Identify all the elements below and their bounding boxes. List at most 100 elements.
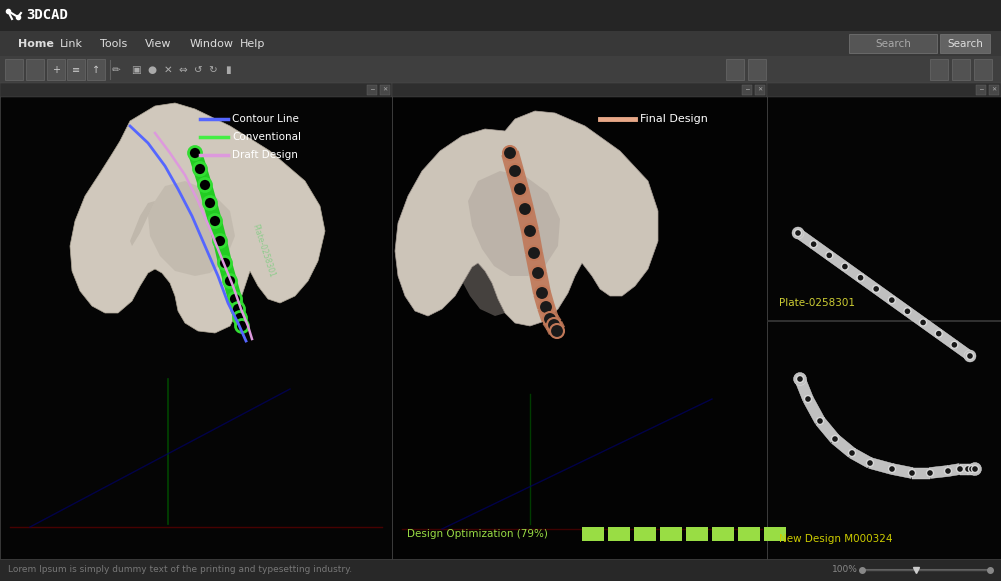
Circle shape bbox=[904, 308, 911, 315]
Polygon shape bbox=[543, 314, 562, 330]
Circle shape bbox=[543, 312, 557, 326]
Bar bbox=[26, 59, 44, 80]
Bar bbox=[87, 59, 105, 80]
Polygon shape bbox=[936, 329, 957, 349]
Polygon shape bbox=[218, 261, 237, 283]
Polygon shape bbox=[960, 464, 968, 475]
Text: +: + bbox=[52, 65, 60, 75]
Circle shape bbox=[523, 224, 537, 238]
Circle shape bbox=[945, 468, 952, 475]
Polygon shape bbox=[811, 240, 832, 260]
Circle shape bbox=[842, 263, 849, 270]
Bar bbox=[767, 83, 1001, 97]
Polygon shape bbox=[795, 229, 817, 248]
Polygon shape bbox=[869, 458, 894, 474]
Bar bbox=[367, 85, 377, 95]
Circle shape bbox=[198, 178, 211, 192]
Circle shape bbox=[539, 300, 553, 314]
Circle shape bbox=[965, 465, 972, 472]
Circle shape bbox=[972, 465, 979, 472]
Circle shape bbox=[964, 350, 976, 362]
Polygon shape bbox=[952, 340, 973, 360]
Bar bbox=[974, 59, 992, 80]
Polygon shape bbox=[231, 307, 247, 320]
Bar bbox=[0, 83, 392, 97]
Circle shape bbox=[969, 465, 976, 472]
Text: ─: ─ bbox=[745, 88, 749, 92]
Bar bbox=[660, 527, 682, 541]
Text: ≡: ≡ bbox=[72, 65, 80, 75]
Polygon shape bbox=[827, 252, 848, 271]
Bar bbox=[5, 59, 23, 80]
Polygon shape bbox=[849, 448, 873, 468]
Circle shape bbox=[873, 285, 880, 292]
Text: ✕: ✕ bbox=[758, 88, 763, 92]
Text: Window: Window bbox=[190, 39, 234, 49]
Text: Search: Search bbox=[875, 39, 911, 49]
Circle shape bbox=[518, 202, 532, 216]
Polygon shape bbox=[70, 103, 325, 333]
Text: View: View bbox=[145, 39, 171, 49]
Text: Conventional: Conventional bbox=[232, 132, 301, 142]
Bar bbox=[686, 527, 708, 541]
Circle shape bbox=[550, 324, 564, 338]
Bar bbox=[0, 83, 392, 559]
Circle shape bbox=[832, 436, 839, 443]
Polygon shape bbox=[534, 290, 555, 310]
Polygon shape bbox=[873, 285, 895, 304]
Text: ⇔: ⇔ bbox=[178, 65, 187, 75]
Polygon shape bbox=[538, 304, 559, 322]
Circle shape bbox=[957, 465, 964, 472]
Text: ✕: ✕ bbox=[991, 88, 997, 92]
Bar bbox=[392, 83, 767, 559]
Polygon shape bbox=[502, 150, 524, 173]
Text: Link: Link bbox=[60, 39, 83, 49]
Bar bbox=[0, 56, 1001, 83]
Circle shape bbox=[867, 460, 874, 467]
Circle shape bbox=[231, 303, 244, 315]
Polygon shape bbox=[522, 229, 543, 254]
Circle shape bbox=[909, 469, 916, 476]
Polygon shape bbox=[208, 219, 227, 243]
Polygon shape bbox=[526, 251, 547, 275]
Circle shape bbox=[920, 319, 927, 326]
Text: ↑: ↑ bbox=[92, 65, 100, 75]
Bar bbox=[47, 59, 65, 80]
Circle shape bbox=[188, 146, 201, 160]
Bar bbox=[380, 85, 390, 95]
Bar bbox=[767, 320, 1001, 322]
Bar bbox=[764, 527, 786, 541]
Circle shape bbox=[547, 318, 561, 332]
Bar bbox=[767, 83, 1001, 559]
Circle shape bbox=[508, 164, 522, 178]
Polygon shape bbox=[912, 468, 930, 479]
Polygon shape bbox=[148, 181, 235, 276]
Text: ▣: ▣ bbox=[131, 65, 141, 75]
Polygon shape bbox=[972, 464, 975, 475]
Text: Tools: Tools bbox=[100, 39, 127, 49]
Circle shape bbox=[888, 296, 895, 304]
Text: ─: ─ bbox=[979, 88, 983, 92]
Text: Final Design: Final Design bbox=[640, 114, 708, 124]
Circle shape bbox=[193, 163, 206, 175]
Circle shape bbox=[203, 196, 216, 210]
Bar bbox=[582, 527, 604, 541]
Text: Plate-0258301: Plate-0258301 bbox=[250, 223, 276, 279]
Text: New Design M000324: New Design M000324 bbox=[779, 534, 893, 544]
Polygon shape bbox=[947, 464, 961, 476]
Polygon shape bbox=[395, 111, 658, 326]
Polygon shape bbox=[832, 435, 856, 457]
Bar bbox=[634, 527, 656, 541]
Bar bbox=[726, 59, 744, 80]
Polygon shape bbox=[468, 171, 560, 276]
Text: Search: Search bbox=[947, 39, 983, 49]
Text: ↻: ↻ bbox=[208, 65, 217, 75]
Polygon shape bbox=[233, 316, 249, 328]
Polygon shape bbox=[920, 318, 942, 338]
Polygon shape bbox=[130, 201, 155, 246]
Polygon shape bbox=[507, 168, 529, 191]
Text: ↺: ↺ bbox=[193, 65, 202, 75]
Polygon shape bbox=[530, 271, 551, 295]
Polygon shape bbox=[203, 201, 222, 223]
Text: ✕: ✕ bbox=[163, 65, 172, 75]
